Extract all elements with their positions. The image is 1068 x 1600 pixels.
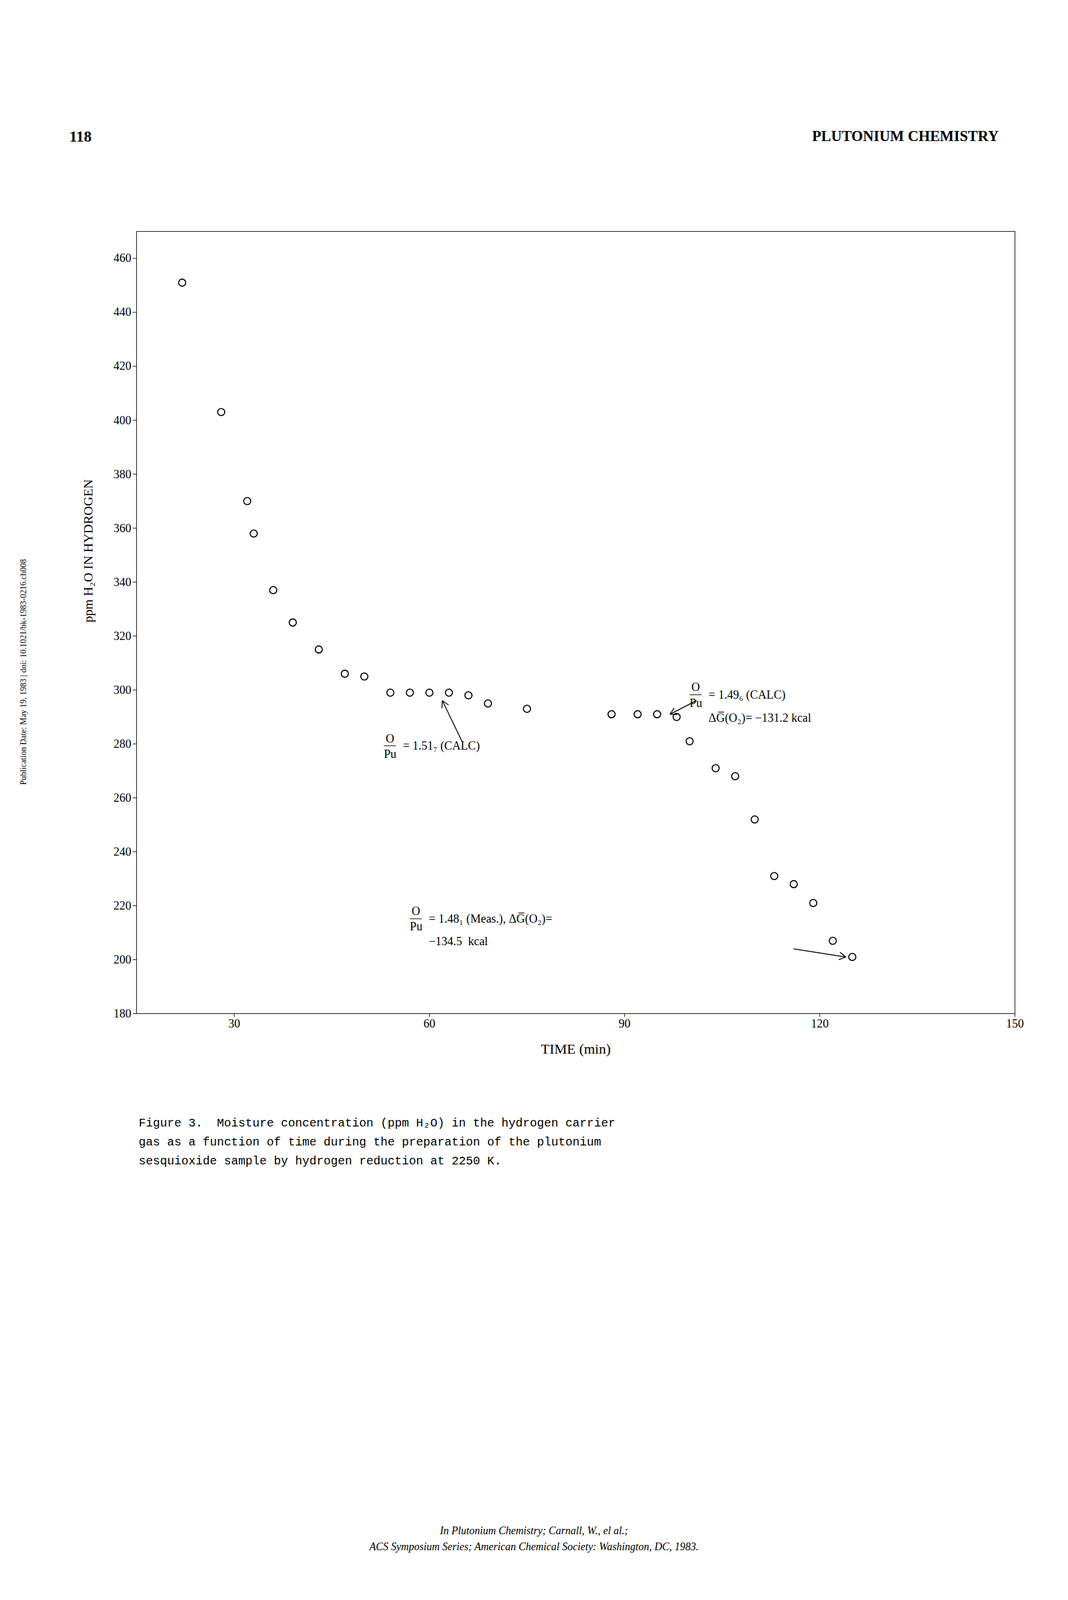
svg-text:420: 420 bbox=[113, 359, 132, 373]
svg-text:60: 60 bbox=[423, 1017, 436, 1031]
svg-text:460: 460 bbox=[113, 251, 132, 265]
svg-text:200: 200 bbox=[113, 953, 132, 967]
svg-text:440: 440 bbox=[113, 305, 132, 319]
svg-text:320: 320 bbox=[113, 629, 132, 643]
svg-text:= 1.48₁ (Meas.), ΔG̅(O₂)=: = 1.48₁ (Meas.), ΔG̅(O₂)= bbox=[429, 912, 553, 926]
html-text:In Plutonium Chemistry; Carnal: In Plutonium Chemistry; Carnall, W., el … bbox=[439, 1524, 629, 1537]
html-text:PLUTONIUM CHEMISTRY: PLUTONIUM CHEMISTRY bbox=[812, 128, 999, 145]
svg-text:240: 240 bbox=[113, 845, 132, 859]
svg-text:= 1.51₇ (CALC): = 1.51₇ (CALC) bbox=[403, 739, 481, 753]
svg-text:−134.5 kcal: −134.5 kcal bbox=[429, 934, 489, 948]
svg-text:180: 180 bbox=[113, 1006, 132, 1020]
svg-text:280: 280 bbox=[113, 737, 132, 751]
svg-text:30: 30 bbox=[228, 1017, 241, 1031]
html-text:Publication Date: May 19, 1983: Publication Date: May 19, 1983 | doi: 10… bbox=[18, 559, 28, 785]
svg-text:400: 400 bbox=[113, 413, 132, 427]
svg-text:90: 90 bbox=[618, 1017, 631, 1031]
svg-text:260: 260 bbox=[113, 791, 132, 805]
html-text:ACS Symposium Series; American: ACS Symposium Series; American Chemical … bbox=[369, 1540, 699, 1553]
svg-text:360: 360 bbox=[113, 521, 132, 535]
svg-text:Pu: Pu bbox=[689, 696, 703, 710]
svg-text:150: 150 bbox=[1006, 1017, 1025, 1031]
svg-text:380: 380 bbox=[113, 467, 132, 481]
html-text:Figure 3. Moisture concentrati: Figure 3. Moisture concentration (ppm H₂… bbox=[138, 1116, 616, 1169]
svg-text:ΔG̅(O₂)= −131.2 kcal: ΔG̅(O₂)= −131.2 kcal bbox=[708, 711, 812, 725]
svg-text:Pu: Pu bbox=[384, 747, 397, 761]
svg-text:340: 340 bbox=[113, 575, 132, 589]
svg-text:TIME (min): TIME (min) bbox=[541, 1041, 612, 1057]
svg-text:300: 300 bbox=[113, 683, 132, 697]
svg-text:= 1.49₆ (CALC): = 1.49₆ (CALC) bbox=[708, 688, 786, 702]
html-text:118: 118 bbox=[69, 128, 92, 146]
svg-text:ppm H₂O IN HYDROGEN: ppm H₂O IN HYDROGEN bbox=[80, 479, 96, 623]
svg-text:220: 220 bbox=[113, 899, 132, 913]
svg-text:120: 120 bbox=[810, 1017, 829, 1031]
svg-text:Pu: Pu bbox=[410, 919, 423, 933]
